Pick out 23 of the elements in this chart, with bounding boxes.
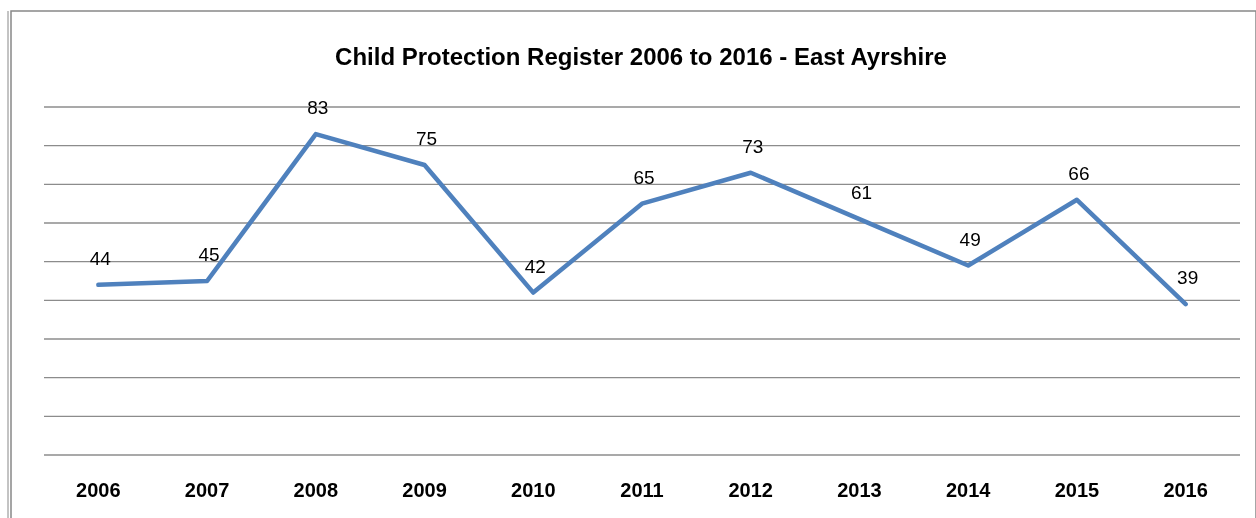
data-label: 73 (742, 135, 764, 157)
x-tick-label: 2010 (511, 479, 556, 501)
data-label: 65 (633, 166, 655, 188)
x-tick-label: 2012 (728, 479, 773, 501)
x-tick-label: 2014 (945, 479, 992, 501)
data-label: 66 (1068, 162, 1090, 184)
x-tick-label: 2013 (837, 479, 882, 501)
data-label: 61 (850, 182, 873, 204)
x-tick-label: 2006 (76, 479, 121, 501)
data-label: 44 (89, 247, 112, 269)
data-label: 75 (415, 128, 438, 149)
x-tick-label: 2015 (1054, 479, 1100, 501)
x-tick-label: 2016 (1163, 479, 1208, 501)
data-label: 39 (1177, 267, 1199, 289)
x-tick-label: 2009 (402, 479, 447, 501)
x-tick-label: 2007 (184, 479, 230, 501)
chart-title: Child Protection Register 2006 to 2016 - East Ayrshire (335, 43, 947, 70)
data-label: 83 (307, 97, 329, 119)
x-tick-label: 2008 (293, 479, 339, 501)
x-tick-label: 2011 (620, 479, 664, 501)
data-label: 45 (198, 244, 220, 265)
data-label: 42 (524, 255, 546, 277)
data-label: 49 (959, 228, 981, 250)
